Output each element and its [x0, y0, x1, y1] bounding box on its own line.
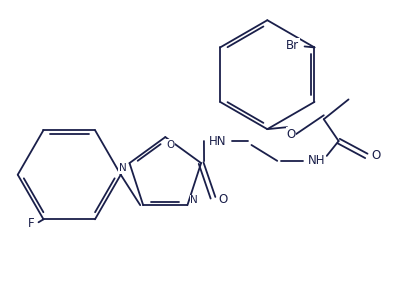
Text: O: O — [218, 193, 227, 206]
Text: N: N — [119, 163, 126, 173]
Text: O: O — [166, 140, 175, 150]
Text: O: O — [286, 128, 296, 141]
Text: F: F — [28, 217, 35, 230]
Text: N: N — [190, 195, 198, 205]
Text: NH: NH — [308, 154, 325, 167]
Text: HN: HN — [209, 135, 227, 147]
Text: Br: Br — [286, 39, 299, 52]
Text: O: O — [372, 149, 381, 162]
